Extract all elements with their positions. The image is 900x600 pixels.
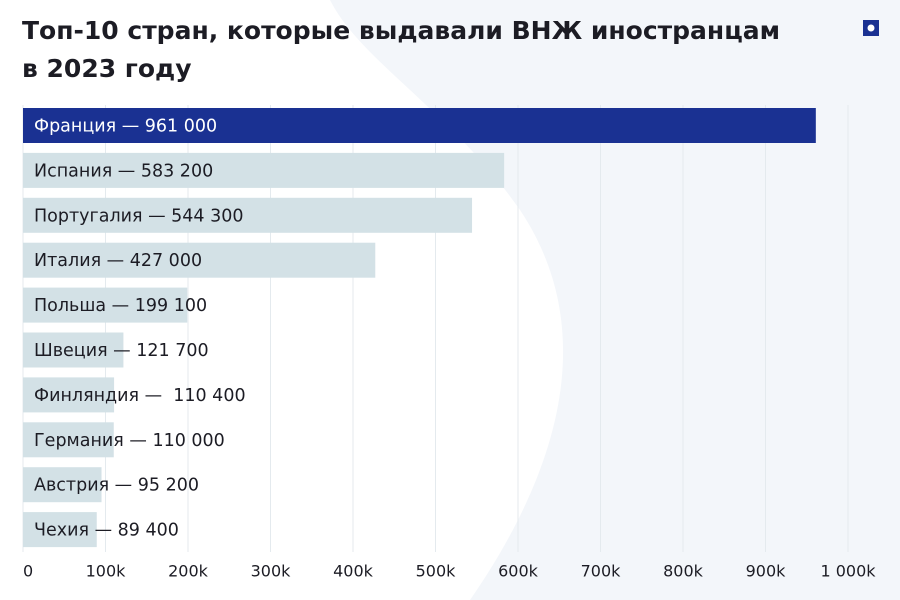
bar <box>23 332 124 368</box>
chart-title: в 2023 году <box>22 54 192 83</box>
logo-dot <box>867 24 875 32</box>
bar <box>23 512 97 548</box>
x-tick-label: 400k <box>333 562 374 581</box>
bar <box>23 467 102 503</box>
bar <box>23 108 816 143</box>
bar-label: Швеция — 121 700 <box>34 341 209 361</box>
bar <box>23 197 473 233</box>
bar-label: Германия — 110 000 <box>34 431 225 451</box>
background-shape <box>330 0 900 600</box>
bar <box>23 152 505 188</box>
bar <box>23 377 115 413</box>
x-tick-label: 0 <box>23 562 33 581</box>
bar <box>23 422 114 458</box>
x-tick-label: 500k <box>416 562 457 581</box>
bar-label: Испания — 583 200 <box>34 161 213 181</box>
x-tick-label: 1 000k <box>820 562 876 581</box>
chart-title: Топ-10 стран, которые выдавали ВНЖ иност… <box>22 16 780 45</box>
x-tick-label: 200k <box>168 562 209 581</box>
bar-label: Италия — 427 000 <box>34 251 202 271</box>
bar-label: Австрия — 95 200 <box>34 476 199 496</box>
bar-label: Польша — 199 100 <box>34 296 207 316</box>
x-tick-label: 900k <box>746 562 787 581</box>
x-tick-label: 800k <box>663 562 704 581</box>
bar-label: Франция — 961 000 <box>34 117 217 137</box>
x-tick-label: 100k <box>86 562 127 581</box>
bar-label: Финляндия — 110 400 <box>34 386 246 406</box>
bar-label: Португалия — 544 300 <box>34 206 244 226</box>
bar <box>23 242 376 278</box>
bar <box>23 287 188 323</box>
x-tick-label: 600k <box>498 562 539 581</box>
bar-label: Чехия — 89 400 <box>34 521 179 541</box>
x-tick-label: 300k <box>251 562 292 581</box>
x-tick-label: 700k <box>581 562 622 581</box>
